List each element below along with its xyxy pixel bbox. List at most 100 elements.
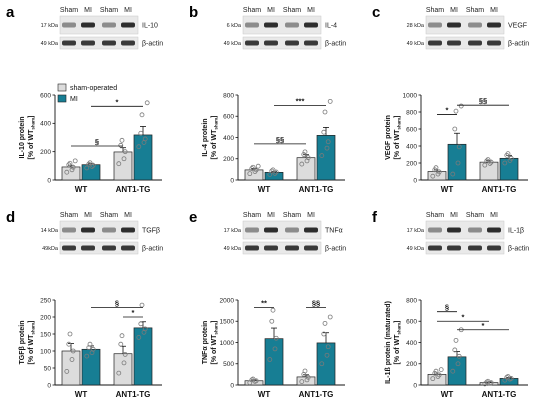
bar-mi-ant1-tg — [133, 327, 153, 386]
data-point — [116, 370, 122, 376]
blot-kda-label: 6 kDa — [227, 23, 242, 29]
bar-sham-ant1-tg — [113, 151, 133, 181]
data-point — [249, 377, 255, 383]
legend-swatch-mi — [57, 94, 67, 103]
y-axis-label-sub: sham — [397, 323, 402, 335]
blot-lane-label: MI — [450, 212, 458, 219]
blot-band — [121, 40, 135, 46]
y-tick-label: 400 — [406, 340, 417, 347]
y-tick-label: 800 — [406, 109, 417, 116]
y-axis-label-line1: VEGF protein — [385, 115, 392, 160]
legend-label: sham-operated — [70, 85, 117, 92]
data-point — [482, 162, 488, 168]
significance-label: * — [116, 97, 119, 106]
data-point — [142, 326, 148, 332]
blot-lane-label: MI — [84, 212, 92, 219]
y-axis-label-tail: ] — [211, 320, 218, 322]
blot-band — [62, 227, 76, 233]
y-tick-label: 500 — [223, 361, 234, 368]
data-point — [84, 165, 90, 171]
data-point — [66, 162, 72, 168]
data-point — [269, 168, 275, 174]
y-tick-label: 400 — [406, 143, 417, 150]
data-point — [302, 368, 308, 374]
x-category-label: WT — [258, 390, 271, 399]
data-point — [119, 333, 125, 339]
y-tick-label: 150 — [40, 331, 51, 338]
y-tick-label: 600 — [406, 126, 417, 133]
data-point — [121, 156, 127, 162]
blot-protein-label: β-actin — [142, 246, 163, 253]
data-point — [136, 144, 142, 150]
data-point — [250, 164, 256, 170]
blot-band — [468, 40, 482, 46]
y-axis-label-line1: IL-4 protein — [202, 118, 209, 156]
blot-lane-label: Sham — [100, 212, 118, 219]
blot-band — [428, 227, 442, 233]
blot-strip — [242, 15, 322, 35]
data-point — [453, 337, 459, 343]
data-point — [247, 171, 253, 177]
significance-label: §§ — [276, 135, 284, 144]
bar-mi-ant1-tg — [499, 157, 519, 181]
data-point — [270, 307, 276, 313]
data-point — [249, 166, 255, 171]
legend-swatch-sham — [57, 83, 67, 92]
y-axis-label-sub: sham — [214, 323, 219, 335]
blot-protein-label: β-actin — [142, 41, 163, 48]
blot-lane-label: Sham — [466, 7, 484, 14]
blot-band — [487, 40, 501, 46]
data-point — [142, 136, 148, 142]
significance-label: ** — [261, 299, 267, 308]
y-axis-label-tail: ] — [28, 115, 35, 117]
y-tick-label: 0 — [47, 177, 51, 184]
data-point — [118, 341, 124, 347]
blot-band — [428, 22, 442, 28]
blot-strip — [425, 220, 505, 240]
data-point — [122, 351, 128, 357]
blot-band — [264, 40, 278, 46]
data-point — [136, 334, 142, 340]
data-point — [267, 357, 273, 362]
y-axis-label-line2: [% of WT — [211, 334, 218, 365]
data-point — [139, 112, 145, 118]
blot-lane-label: MI — [450, 7, 458, 14]
blot-lane-label: Sham — [283, 212, 301, 219]
y-tick-label: 200 — [406, 160, 417, 167]
blot-protein-label: IL-1β — [508, 228, 524, 235]
y-tick-label: 0 — [47, 382, 51, 389]
y-axis-label-line2: [% of WT — [28, 334, 35, 365]
blot-band — [81, 22, 95, 28]
blot-band — [304, 22, 318, 28]
blot-protein-label: β-actin — [508, 246, 529, 253]
data-point — [87, 341, 93, 347]
blot-lane-label: MI — [267, 7, 275, 14]
blot-band — [264, 245, 278, 251]
blot-protein-label: TNFα — [325, 228, 343, 235]
bar-sham-wt — [61, 350, 81, 386]
blot-lane-label: MI — [267, 212, 275, 219]
data-point — [67, 160, 73, 166]
y-axis-label-line1: TGFβ protein — [19, 321, 26, 365]
y-axis-label-sub: sham — [31, 323, 36, 335]
blot-strip — [242, 220, 322, 240]
blot-band — [121, 227, 135, 233]
blot-lane-label: MI — [124, 7, 132, 14]
panel-b: b Sham MI Sham MI 6 kDa IL-4 49 kDa β-actin 0 200 4… — [189, 4, 346, 194]
blot-band — [487, 22, 501, 28]
x-category-label: ANT1-TG — [116, 390, 151, 399]
data-point — [327, 98, 333, 104]
data-point — [86, 161, 92, 167]
y-tick-label: 200 — [223, 156, 234, 163]
data-point — [485, 378, 491, 384]
data-point — [116, 161, 122, 167]
y-tick-label: 0 — [230, 177, 234, 184]
y-axis-label-sub: sham — [214, 118, 219, 130]
panel-letter: a — [6, 4, 15, 21]
blot-band — [304, 227, 318, 233]
y-tick-label: 50 — [44, 365, 52, 372]
blot-band — [102, 227, 116, 233]
data-point — [502, 160, 508, 166]
data-point — [485, 157, 491, 163]
blot-band — [245, 227, 259, 233]
